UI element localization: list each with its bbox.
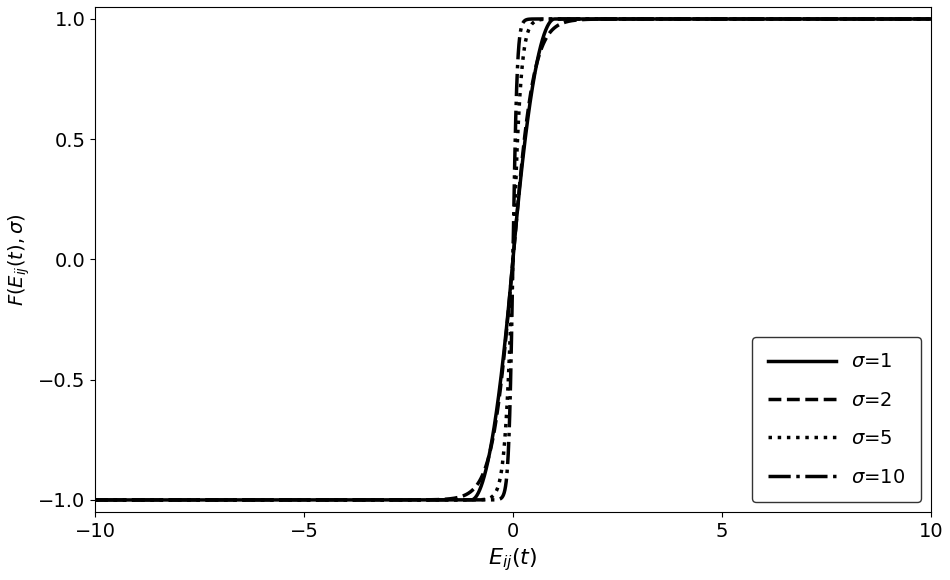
- Line: $\sigma$=2: $\sigma$=2: [95, 19, 931, 500]
- Line: $\sigma$=5: $\sigma$=5: [95, 19, 931, 500]
- $\sigma$=2: [904, 16, 916, 23]
- $\sigma$=10: [93, 496, 104, 503]
- $\sigma$=5: [89, 496, 101, 503]
- $\sigma$=5: [93, 496, 104, 503]
- $\sigma$=5: [140, 496, 151, 503]
- $\sigma$=2: [140, 496, 151, 503]
- $\sigma$=2: [93, 496, 104, 503]
- $\sigma$=5: [925, 16, 937, 23]
- X-axis label: $E_{ij}(t)$: $E_{ij}(t)$: [488, 546, 538, 573]
- $\sigma$=10: [925, 16, 937, 23]
- $\sigma$=1: [254, 496, 265, 503]
- $\sigma$=1: [498, 351, 509, 358]
- $\sigma$=1: [925, 16, 937, 23]
- $\sigma$=2: [89, 496, 101, 503]
- $\sigma$=10: [881, 16, 892, 23]
- $\sigma$=1: [140, 496, 151, 503]
- $\sigma$=5: [498, 450, 509, 456]
- $\sigma$=5: [254, 496, 265, 503]
- $\sigma$=2: [881, 16, 892, 23]
- $\sigma$=2: [254, 496, 265, 503]
- $\sigma$=5: [124, 496, 136, 503]
- $\sigma$=2: [498, 357, 509, 364]
- $\sigma$=10: [498, 491, 509, 498]
- $\sigma$=5: [881, 16, 892, 23]
- $\sigma$=1: [124, 496, 136, 503]
- $\sigma$=10: [140, 496, 151, 503]
- $\sigma$=2: [124, 496, 136, 503]
- Y-axis label: $F(E_{ij}(t),\sigma)$: $F(E_{ij}(t),\sigma)$: [7, 213, 32, 306]
- $\sigma$=1: [89, 496, 101, 503]
- $\sigma$=10: [254, 496, 265, 503]
- $\sigma$=2: [925, 16, 937, 23]
- Line: $\sigma$=10: $\sigma$=10: [95, 19, 931, 500]
- $\sigma$=10: [124, 496, 136, 503]
- $\sigma$=5: [666, 16, 677, 23]
- $\sigma$=10: [89, 496, 101, 503]
- $\sigma$=1: [93, 496, 104, 503]
- $\sigma$=1: [549, 16, 560, 23]
- $\sigma$=10: [586, 16, 598, 23]
- Legend: $\sigma$=1, $\sigma$=2, $\sigma$=5, $\sigma$=10: $\sigma$=1, $\sigma$=2, $\sigma$=5, $\si…: [752, 337, 921, 502]
- $\sigma$=1: [881, 16, 892, 23]
- Line: $\sigma$=1: $\sigma$=1: [95, 19, 931, 500]
